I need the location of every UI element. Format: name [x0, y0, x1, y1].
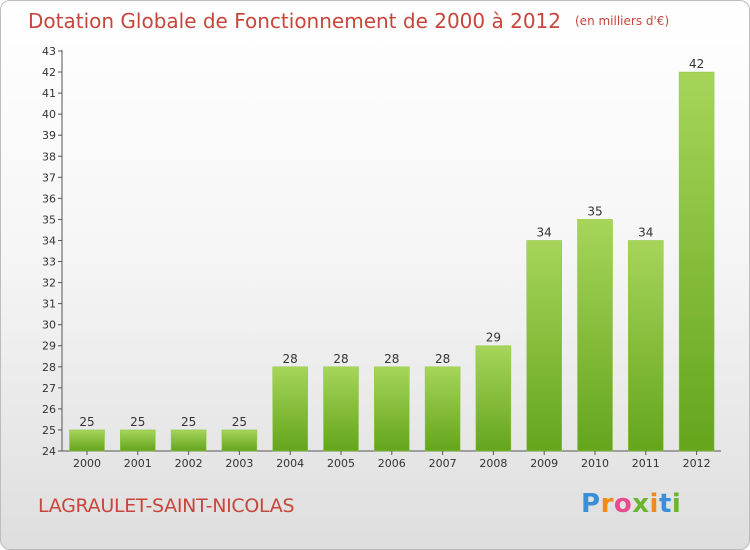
x-tick-label: 2009: [530, 457, 558, 470]
x-tick-label: 2000: [73, 457, 101, 470]
data-label: 28: [384, 352, 399, 366]
data-label: 28: [283, 352, 298, 366]
data-label: 35: [587, 204, 602, 218]
logo-letter: r: [600, 489, 614, 519]
chart-title: Dotation Globale de Fonctionnement de 20…: [28, 9, 669, 33]
y-tick-label: 35: [42, 213, 56, 226]
y-tick-label: 28: [42, 361, 56, 374]
bar: [272, 366, 308, 452]
bar: [170, 429, 207, 452]
x-tick-label: 2002: [175, 457, 203, 470]
chart-title-text: Dotation Globale de Fonctionnement de 20…: [28, 9, 561, 33]
bar: [577, 219, 613, 452]
logo-letter: i: [649, 489, 659, 519]
y-tick-label: 32: [42, 277, 56, 290]
y-tick-label: 36: [42, 192, 56, 205]
commune-name: LAGRAULET-SAINT-NICOLAS: [38, 495, 295, 517]
data-label: 34: [537, 225, 552, 239]
data-label: 34: [638, 225, 653, 239]
x-tick-label: 2007: [429, 457, 457, 470]
data-label: 25: [181, 415, 196, 429]
logo-letter: P: [581, 489, 601, 519]
logo-letter: t: [658, 489, 672, 519]
chart-subtitle: (en milliers d'€): [575, 14, 670, 28]
data-label: 28: [333, 352, 348, 366]
data-label: 28: [435, 352, 450, 366]
y-tick-label: 38: [42, 150, 56, 163]
y-tick-label: 31: [42, 298, 56, 311]
bar: [120, 429, 156, 452]
bar: [221, 429, 258, 452]
x-tick-label: 2008: [479, 457, 507, 470]
y-tick-label: 30: [42, 319, 56, 332]
bar: [628, 240, 664, 452]
logo-letter: i: [671, 489, 682, 519]
y-tick-label: 37: [42, 171, 56, 184]
y-tick-label: 26: [42, 403, 56, 416]
y-tick-label: 29: [42, 340, 56, 353]
bar: [323, 366, 359, 452]
data-label: 42: [689, 57, 704, 71]
x-tick-label: 2003: [225, 457, 253, 470]
logo-letter: x: [632, 489, 650, 519]
bar: [678, 71, 715, 452]
x-tick-label: 2001: [124, 457, 152, 470]
y-tick-label: 24: [42, 445, 56, 458]
y-tick-label: 34: [42, 234, 56, 247]
bar: [526, 240, 562, 452]
data-label: 29: [486, 331, 501, 345]
y-tick-label: 25: [42, 424, 56, 437]
data-label: 25: [232, 415, 247, 429]
bar: [374, 366, 410, 452]
x-tick-label: 2006: [378, 457, 406, 470]
logo-letter: o: [613, 489, 633, 519]
data-label: 25: [79, 415, 94, 429]
data-label: 25: [130, 415, 145, 429]
y-tick-label: 42: [42, 66, 56, 79]
x-tick-label: 2005: [327, 457, 355, 470]
x-tick-label: 2012: [683, 457, 711, 470]
y-tick-label: 33: [42, 256, 56, 269]
bar: [424, 366, 461, 452]
x-tick-label: 2004: [276, 457, 304, 470]
y-tick-label: 41: [42, 87, 56, 100]
proxiti-logo[interactable]: Proxiti: [581, 489, 681, 519]
x-tick-label: 2011: [632, 457, 660, 470]
y-tick-label: 39: [42, 129, 56, 142]
y-tick-label: 43: [42, 45, 56, 58]
bar: [475, 345, 512, 452]
x-tick-label: 2010: [581, 457, 609, 470]
y-tick-label: 40: [42, 108, 56, 121]
y-tick-label: 27: [42, 382, 56, 395]
bar: [69, 429, 105, 452]
